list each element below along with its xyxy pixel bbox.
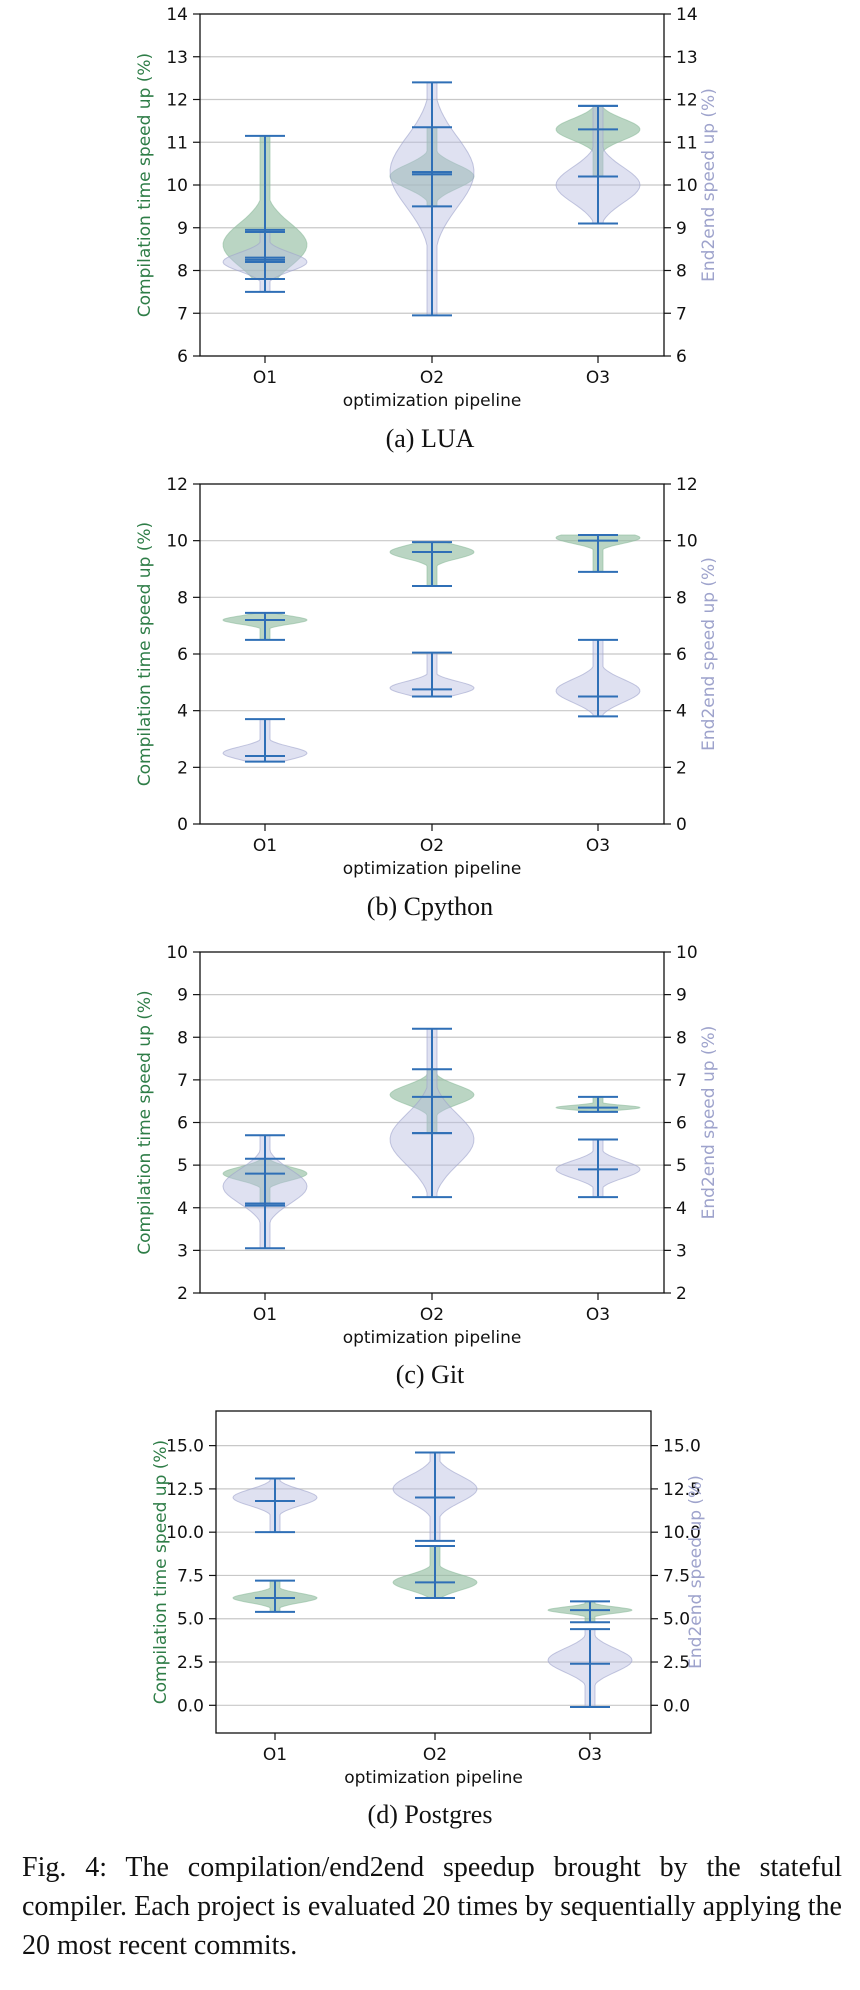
y-tick-label-right: 10.0 (663, 1523, 701, 1543)
y-tick-label-left: 4 (177, 1199, 188, 1219)
y-tick-label-right: 2.5 (663, 1653, 690, 1673)
subfigure-caption: (a) LUA (386, 424, 475, 453)
y-tick-label-left: 10.0 (166, 1523, 204, 1543)
y-tick-label-left: 15.0 (166, 1437, 204, 1457)
y-tick-label-right: 7 (676, 1071, 687, 1091)
chart-panel-3: 2 2 3 3 4 4 5 5 6 6 7 7 8 8 9 9 10 10 O1 O2 O3 optimization p… (135, 943, 719, 1389)
y-tick-label-left: 4 (177, 702, 188, 722)
y-tick-label-right: 10 (676, 532, 698, 552)
y-tick-label-right: 11 (676, 133, 698, 153)
y-tick-label-left: 10 (166, 532, 188, 552)
y-tick-label-right: 12 (676, 475, 698, 495)
y-tick-label-left: 6 (177, 645, 188, 665)
y-tick-label-left: 9 (177, 986, 188, 1006)
y-tick-label-left: 8 (177, 262, 188, 282)
y-axis-label-right: End2end speed up (%) (699, 557, 719, 751)
y-tick-label-left: 14 (166, 5, 188, 25)
x-tick-label: O3 (578, 1745, 602, 1765)
chart-panel-2: 0 0 2 2 4 4 6 6 8 8 10 10 12 12 O1 O2 O3 optimization pip… (135, 475, 719, 921)
x-tick-label: O1 (253, 836, 277, 856)
y-axis-label-left: Compilation time speed up (%) (135, 53, 155, 317)
y-tick-label-right: 9 (676, 219, 687, 239)
y-tick-label-left: 8 (177, 588, 188, 608)
y-tick-label-right: 3 (676, 1241, 687, 1261)
chart-panel-1: 6 6 7 7 8 8 9 9 10 10 11 11 12 12 13 13 14 14 O1 O2 O3 optimi… (135, 5, 719, 453)
x-axis-label: optimization pipeline (343, 859, 522, 879)
y-axis-label-left: Compilation time speed up (%) (135, 990, 155, 1254)
x-axis-label: optimization pipeline (343, 1328, 522, 1348)
y-tick-label-right: 2 (676, 758, 687, 778)
y-tick-label-left: 12 (166, 91, 188, 111)
x-tick-label: O1 (263, 1745, 287, 1765)
y-tick-label-right: 4 (676, 1199, 687, 1219)
y-axis-label-left: Compilation time speed up (%) (151, 1440, 171, 1704)
y-tick-label-right: 4 (676, 702, 687, 722)
y-tick-label-right: 5.0 (663, 1610, 690, 1630)
y-tick-label-left: 3 (177, 1241, 188, 1261)
subfigure-caption: (d) Postgres (368, 1800, 493, 1829)
y-tick-label-right: 14 (676, 5, 698, 25)
figure-caption: Fig. 4: The compilation/end2end speedup … (22, 1852, 842, 1961)
y-tick-label-left: 7 (177, 304, 188, 324)
y-tick-label-right: 6 (676, 1114, 687, 1134)
y-tick-label-right: 12.5 (663, 1480, 701, 1500)
x-axis-label: optimization pipeline (343, 391, 522, 411)
y-axis-label-right: End2end speed up (%) (686, 1475, 706, 1669)
y-tick-label-right: 6 (676, 347, 687, 367)
y-tick-label-right: 5 (676, 1156, 687, 1176)
subfigure-caption: (c) Git (396, 1360, 465, 1389)
x-tick-label: O1 (253, 368, 277, 388)
y-tick-label-right: 2 (676, 1284, 687, 1304)
x-tick-label: O3 (586, 368, 610, 388)
y-tick-label-right: 6 (676, 645, 687, 665)
y-tick-label-left: 12.5 (166, 1480, 204, 1500)
x-tick-label: O3 (586, 836, 610, 856)
y-tick-label-left: 5.0 (177, 1610, 204, 1630)
y-tick-label-left: 0.0 (177, 1696, 204, 1716)
x-tick-label: O2 (423, 1745, 447, 1765)
y-tick-label-left: 13 (166, 48, 188, 68)
x-axis-label: optimization pipeline (344, 1768, 523, 1788)
x-tick-label: O1 (253, 1305, 277, 1325)
y-tick-label-left: 0 (177, 815, 188, 835)
y-tick-label-right: 7 (676, 304, 687, 324)
y-tick-label-right: 7.5 (663, 1566, 690, 1586)
y-tick-label-right: 10 (676, 176, 698, 196)
x-tick-label: O2 (420, 836, 444, 856)
y-tick-label-left: 6 (177, 347, 188, 367)
y-tick-label-right: 8 (676, 1028, 687, 1048)
plot-frame (215, 1410, 652, 1734)
y-tick-label-left: 6 (177, 1114, 188, 1134)
y-tick-label-left: 2 (177, 1284, 188, 1304)
y-tick-label-left: 7.5 (177, 1566, 204, 1586)
y-tick-label-left: 7 (177, 1071, 188, 1091)
y-axis-label-left: Compilation time speed up (%) (135, 522, 155, 786)
y-tick-label-right: 8 (676, 588, 687, 608)
y-tick-label-right: 10 (676, 943, 698, 963)
y-tick-label-right: 9 (676, 986, 687, 1006)
y-tick-label-left: 2 (177, 758, 188, 778)
y-tick-label-left: 10 (166, 943, 188, 963)
y-tick-label-right: 13 (676, 48, 698, 68)
y-axis-label-right: End2end speed up (%) (699, 88, 719, 282)
y-tick-label-right: 8 (676, 262, 687, 282)
y-tick-label-left: 12 (166, 475, 188, 495)
y-tick-label-left: 11 (166, 133, 188, 153)
x-tick-label: O3 (586, 1305, 610, 1325)
y-tick-label-right: 0.0 (663, 1696, 690, 1716)
y-tick-label-right: 0 (676, 815, 687, 835)
y-tick-label-left: 5 (177, 1156, 188, 1176)
y-tick-label-right: 12 (676, 91, 698, 111)
y-tick-label-left: 10 (166, 176, 188, 196)
subfigure-caption: (b) Cpython (367, 892, 493, 921)
chart-panel-4: 0.0 0.0 2.5 2.5 5.0 5.0 7.5 7.5 10.0 10.0 12.5 12.5… (151, 1410, 706, 1829)
y-tick-label-left: 2.5 (177, 1653, 204, 1673)
x-tick-label: O2 (420, 1305, 444, 1325)
y-tick-label-right: 15.0 (663, 1437, 701, 1457)
x-tick-label: O2 (420, 368, 444, 388)
y-tick-label-left: 9 (177, 219, 188, 239)
y-tick-label-left: 8 (177, 1028, 188, 1048)
y-axis-label-right: End2end speed up (%) (699, 1026, 719, 1220)
